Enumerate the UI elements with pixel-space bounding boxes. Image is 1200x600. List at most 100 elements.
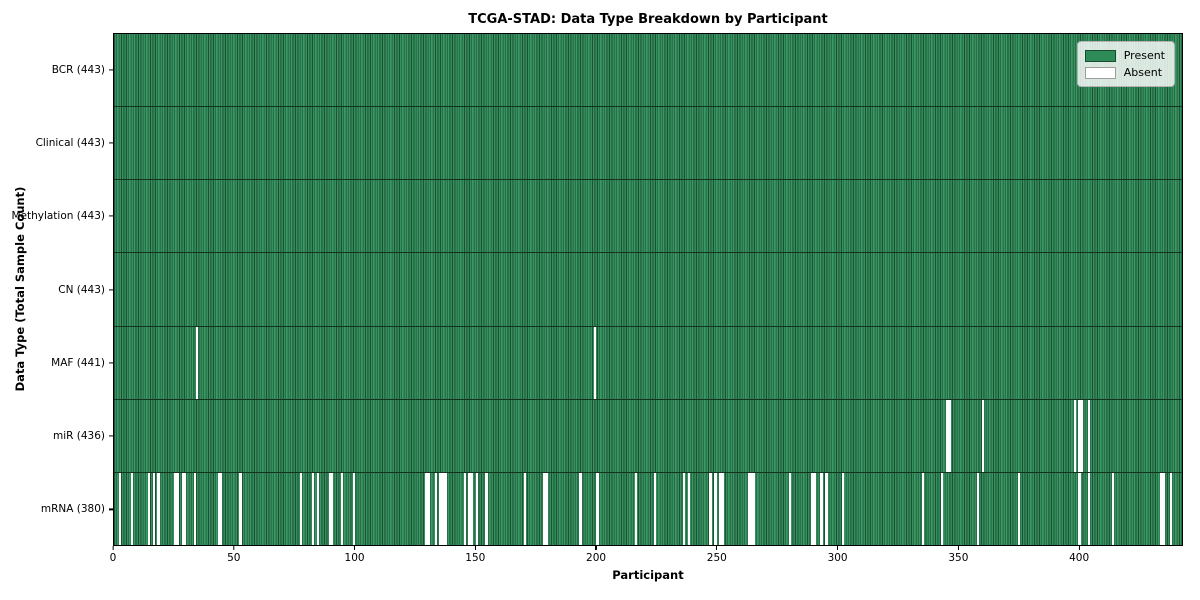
absent-cell [748,472,751,545]
x-axis-label: Participant [612,568,684,582]
y-tick-mark [109,288,113,291]
absent-cell [750,472,753,545]
heatmap-row-mir [114,398,1182,472]
absent-cell [181,472,184,545]
x-tick-mark [595,546,597,550]
legend-label-present: Present [1123,49,1165,62]
absent-cell [721,472,724,545]
absent-cell [147,472,151,545]
absent-cell [183,472,187,545]
absent-cell [714,472,717,545]
absent-cell [470,472,474,545]
absent-cell [545,472,548,545]
x-tick: 400 [1069,546,1089,564]
x-tick: 150 [465,546,485,564]
x-tick: 100 [345,546,365,564]
absent-cell [475,472,479,545]
chart-title: TCGA-STAD: Data Type Breakdown by Partic… [468,12,828,27]
absent-cell [340,472,344,545]
absent-cell [945,399,949,472]
absent-cell [424,472,428,545]
legend-item-absent: Absent [1084,64,1165,81]
absent-cell [543,472,546,545]
heatmap-row-cn [114,252,1182,326]
absent-cell [485,472,488,545]
x-tick-label: 0 [109,552,117,564]
y-tick-mark [109,142,113,144]
x-tick-label: 100 [344,552,365,564]
legend-label-absent: Absent [1123,66,1163,79]
absent-cell [820,472,823,545]
absent-cell [596,472,599,545]
absent-cell [593,326,597,399]
absent-cell [921,472,925,545]
absent-cell [825,472,828,545]
plot-area: Present Absent [113,33,1183,546]
x-tick-label: 400 [1069,552,1090,564]
legend-swatch-present [1084,49,1116,62]
absent-cell [813,472,816,545]
absent-cell [948,399,951,472]
absent-cell [328,472,331,545]
absent-cell [1169,472,1173,545]
absent-cell [330,472,334,545]
legend-item-present: Present [1084,47,1165,64]
x-tick: 50 [227,546,240,564]
x-tick-mark [233,546,235,550]
absent-cell [1162,472,1166,545]
x-tick-mark [836,546,839,550]
y-tick-label: mRNA (380) [40,503,105,516]
absent-cell [1073,399,1076,472]
absent-cell [176,472,180,545]
y-tick-label: Methylation (443) [11,210,105,223]
absent-cell [719,472,722,545]
heatmap-row-maf [114,325,1182,399]
y-tick-labels: BCR (443) Clinical (443) Methylation (443)… [0,33,105,546]
absent-cell [130,472,134,545]
absent-cell [1080,399,1084,472]
x-tick-label: 350 [948,552,969,564]
absent-cell [174,472,177,545]
heatmap-row-methylation [114,179,1182,253]
absent-cell [523,472,527,545]
heatmap-row-mrna [114,471,1182,545]
absent-cell [1078,472,1081,545]
absent-cell [468,472,471,545]
x-tick-mark [353,546,356,550]
absent-cell [842,472,845,545]
x-tick: 300 [828,546,848,564]
absent-cell [654,472,657,545]
absent-cell [1112,472,1115,545]
absent-cell [789,472,792,545]
y-tick-mark [109,215,113,217]
absent-cell [981,399,985,472]
absent-cell [709,472,712,545]
x-tick-mark [716,546,718,550]
y-tick-label: CN (443) [58,283,105,296]
y-tick-label: Clinical (443) [35,136,105,149]
absent-cell [579,472,582,545]
absent-cell [682,472,686,545]
absent-cell [810,472,814,545]
x-tick-mark [1078,546,1080,550]
absent-cell [1087,472,1091,545]
absent-cell [1018,472,1021,545]
absent-cell [195,326,199,399]
x-tick-label: 50 [227,552,241,564]
absent-cell [463,472,466,545]
absent-cell [1087,399,1091,472]
y-tick-mark [109,69,113,71]
y-tick-mark [109,508,113,510]
absent-cell [157,472,160,545]
y-tick-mark [109,362,113,364]
absent-cell [217,472,221,545]
x-tick: 0 [109,546,117,564]
absent-cell [316,472,319,545]
absent-cell [687,472,691,545]
absent-cell [352,472,356,545]
y-tick-mark [109,435,113,437]
absent-cell [1078,399,1081,472]
y-tick-marks [109,33,113,546]
absent-cell [439,472,442,545]
